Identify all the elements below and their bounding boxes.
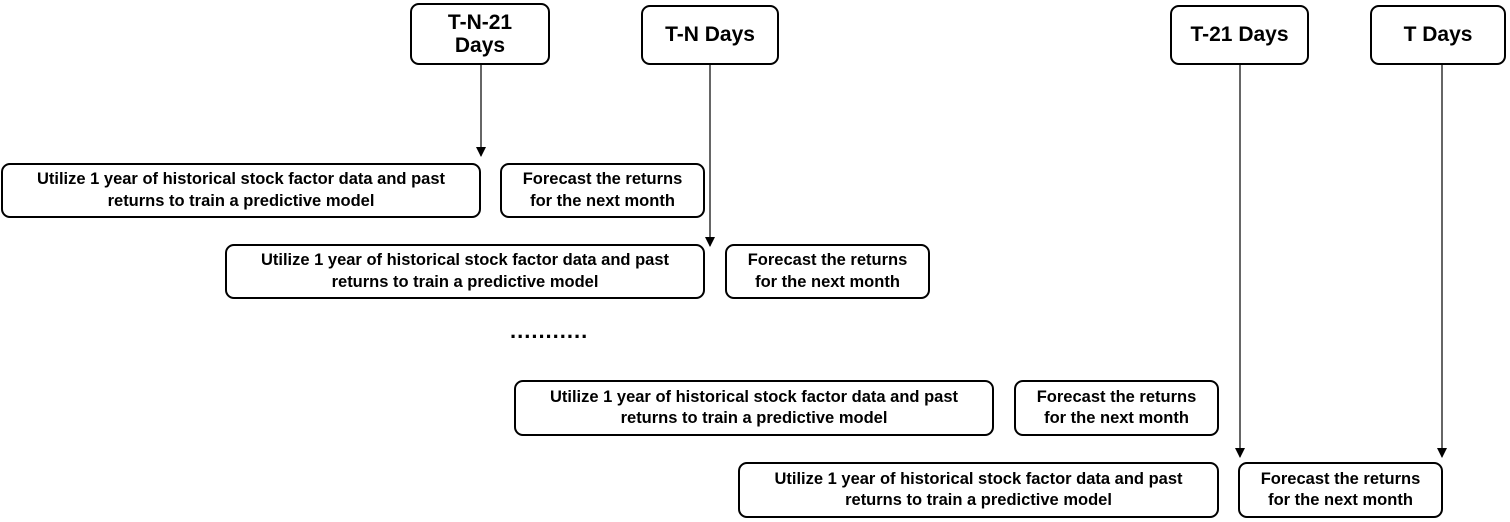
time-label-text: T-N Days bbox=[665, 23, 755, 46]
time-label-text: T-N-21 Days bbox=[435, 11, 525, 57]
forecast-window-2: Forecast the returns for the next month bbox=[725, 244, 930, 299]
training-window-1: Utilize 1 year of historical stock facto… bbox=[1, 163, 481, 218]
training-window-3: Utilize 1 year of historical stock facto… bbox=[514, 380, 994, 436]
forecast-window-4: Forecast the returns for the next month bbox=[1238, 462, 1443, 518]
training-text: Utilize 1 year of historical stock facto… bbox=[240, 250, 690, 293]
forecast-text: Forecast the returns for the next month bbox=[1253, 469, 1428, 512]
forecast-window-1: Forecast the returns for the next month bbox=[500, 163, 705, 218]
training-text: Utilize 1 year of historical stock facto… bbox=[529, 387, 979, 430]
time-label-text: T-21 Days bbox=[1190, 23, 1288, 46]
training-text: Utilize 1 year of historical stock facto… bbox=[16, 169, 466, 212]
training-text: Utilize 1 year of historical stock facto… bbox=[754, 469, 1204, 512]
forecast-text: Forecast the returns for the next month bbox=[515, 169, 690, 212]
time-label-text: T Days bbox=[1404, 23, 1473, 46]
time-label-t-n: T-N Days bbox=[641, 5, 779, 65]
forecast-window-3: Forecast the returns for the next month bbox=[1014, 380, 1219, 436]
training-window-2: Utilize 1 year of historical stock facto… bbox=[225, 244, 705, 299]
ellipsis-separator: ........... bbox=[510, 318, 588, 344]
time-label-t-21: T-21 Days bbox=[1170, 5, 1309, 65]
time-label-t: T Days bbox=[1370, 5, 1506, 65]
forecast-text: Forecast the returns for the next month bbox=[740, 250, 915, 293]
training-window-4: Utilize 1 year of historical stock facto… bbox=[738, 462, 1219, 518]
forecast-text: Forecast the returns for the next month bbox=[1029, 387, 1204, 430]
time-label-t-n-21: T-N-21 Days bbox=[410, 3, 550, 65]
